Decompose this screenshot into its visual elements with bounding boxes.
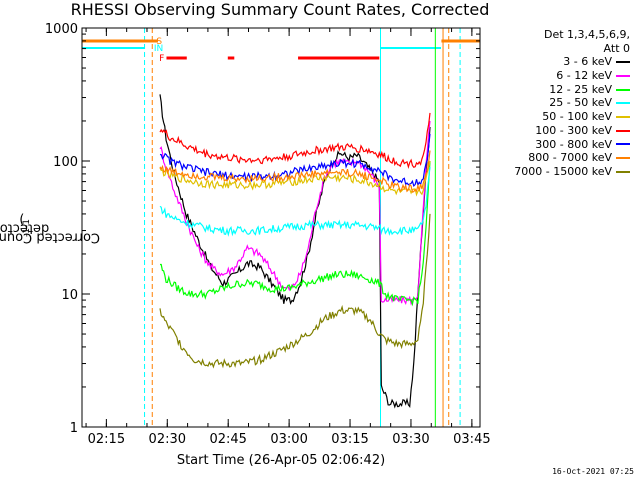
legend-swatch: [616, 74, 630, 77]
series-line-4: [159, 160, 431, 197]
legend-header-line-2: Att 0: [603, 41, 630, 55]
legend-item: 6 - 12 keV: [476, 69, 636, 83]
series-line-3: [159, 167, 431, 237]
x-axis-label: Start Time (26-Apr-05 02:06:42): [176, 453, 386, 468]
legend-swatch: [616, 170, 630, 173]
y-tick-label-2: 100: [53, 155, 78, 170]
legend-item: 25 - 50 keV: [476, 96, 636, 110]
series-line-0: [159, 94, 431, 409]
x-tick-label-1: 02:30: [149, 432, 186, 447]
chart-title: RHESSI Observing Summary Count Rates, Co…: [70, 0, 490, 19]
legend: Det 1,3,4,5,6,9, Att 0 3 - 6 keV 6 - 12 k…: [476, 28, 636, 179]
series-line-6: [159, 133, 431, 188]
legend-swatch: [616, 143, 630, 146]
legend-rows: 3 - 6 keV 6 - 12 keV 12 - 25 keV 25 - 50 ke…: [476, 55, 636, 178]
legend-label: 3 - 6 keV: [563, 55, 612, 69]
series-line-1: [159, 120, 431, 306]
legend-label: 50 - 100 keV: [542, 110, 612, 124]
legend-header-line-1: Det 1,3,4,5,6,9,: [543, 28, 630, 41]
x-tick-label-0: 02:15: [88, 432, 125, 447]
flag-label-f: F: [159, 54, 164, 64]
legend-item: 12 - 25 keV: [476, 83, 636, 97]
legend-item: 300 - 800 keV: [476, 138, 636, 152]
legend-label: 100 - 300 keV: [535, 123, 612, 137]
y-axis-label-text: Corrected Count Rate (s-1 detector-1): [0, 211, 101, 245]
legend-label: 300 - 800 keV: [535, 137, 612, 151]
series-layer: [159, 94, 431, 409]
legend-item: 100 - 300 keV: [476, 124, 636, 138]
legend-item: 7000 - 15000 keV: [476, 165, 636, 179]
series-line-7: [159, 150, 431, 193]
timestamp: 16-Oct-2021 07:25: [552, 467, 634, 476]
y-tick-label-3: 1000: [45, 22, 78, 37]
x-tick-label-4: 03:15: [331, 432, 368, 447]
series-line-5: [159, 112, 431, 170]
series-line-8: [159, 213, 431, 369]
legend-swatch: [616, 116, 630, 118]
legend-label: 12 - 25 keV: [549, 82, 612, 96]
legend-swatch: [616, 129, 630, 132]
series-line-2: [160, 160, 431, 307]
legend-item: 3 - 6 keV: [476, 55, 636, 69]
axis-layer: 02:15 02:30 02:45 03:00 03:15 03:30 03:45 1 10 10…: [45, 22, 491, 447]
x-tick-label-5: 03:30: [392, 432, 429, 447]
y-tick-label-1: 10: [61, 288, 78, 303]
flag-label-s: S: [156, 37, 162, 47]
legend-swatch: [616, 157, 630, 160]
legend-swatch: [616, 102, 630, 105]
flag-label-in: IN: [154, 44, 163, 54]
legend-item: 800 - 7000 keV: [476, 151, 636, 165]
x-tick-label-2: 02:45: [209, 432, 246, 447]
legend-label: 7000 - 15000 keV: [514, 164, 612, 178]
y-tick-label-0: 1: [70, 421, 78, 436]
legend-label: 25 - 50 keV: [549, 96, 612, 110]
legend-label: 6 - 12 keV: [556, 69, 612, 83]
legend-label: 800 - 7000 keV: [528, 151, 612, 165]
x-tick-label-3: 03:00: [270, 432, 307, 447]
legend-item: 50 - 100 keV: [476, 110, 636, 124]
legend-swatch: [616, 61, 630, 64]
legend-swatch: [616, 88, 630, 91]
x-tick-label-6: 03:45: [453, 432, 490, 447]
plot-frame: [81, 27, 481, 428]
